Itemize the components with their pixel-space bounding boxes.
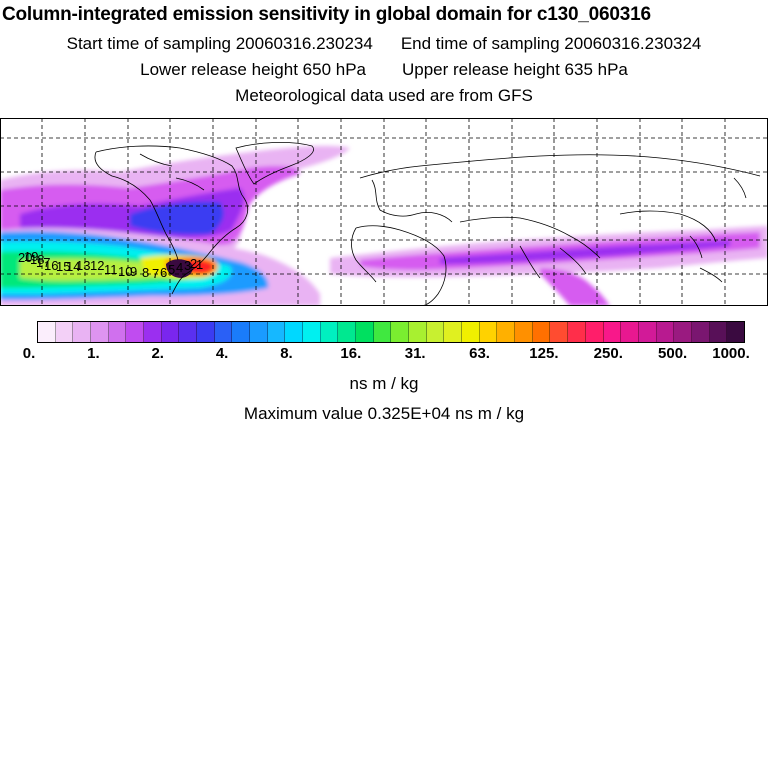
colorbar-tick-label: 250.: [593, 345, 623, 362]
trajectory-label: 7: [152, 266, 159, 281]
colorbar-cell: [656, 322, 675, 342]
upper-release-text: Upper release height 635 hPa: [402, 60, 628, 79]
release-heights: Lower release height 650 hPa Upper releas…: [0, 60, 768, 80]
colorbar-cell: [621, 322, 639, 342]
colorbar-cell: [568, 322, 586, 342]
colorbar-cell: [373, 322, 392, 342]
colorbar-cell: [391, 322, 410, 342]
trajectory-label: 20: [18, 250, 32, 265]
colorbar-tick-label: 31.: [404, 345, 426, 362]
colorbar-cell: [126, 322, 145, 342]
colorbar-tick-label: 1.: [87, 345, 100, 362]
max-sensitivity-core: [166, 259, 193, 278]
trajectory-label: 1: [196, 257, 203, 272]
colorbar-cell: [585, 322, 604, 342]
colorbar-cell: [709, 322, 728, 342]
lower-release-text: Lower release height 650 hPa: [140, 60, 366, 79]
colorbar-cell: [91, 322, 109, 342]
colorbar-unit-label: ns m / kg: [349, 374, 419, 393]
colorbar-tick-label: 0.: [22, 345, 36, 362]
end-sampling-text: End time of sampling 20060316.230324: [400, 34, 702, 53]
coastlines: [94, 141, 761, 306]
figure-title: Column-integrated emission sensitivity i…: [2, 4, 651, 25]
trajectory-label: 9: [130, 264, 137, 279]
graticule: [0, 118, 768, 306]
trajectory-label: 19: [24, 249, 38, 264]
trajectory-label: 10: [118, 264, 132, 279]
sensitivity-map: 20 19 18 17 16 15 14 13 12 11 10 9 8 7 6 5 4 3 2 1: [0, 118, 768, 306]
start-sampling-text: Start time of sampling 20060316.230234: [66, 34, 373, 53]
colorbar-cell: [197, 322, 215, 342]
colorbar-cell: [214, 322, 233, 342]
colorbar-cell: [356, 322, 374, 342]
colorbar-tick-label: 2.: [151, 345, 164, 362]
colorbar-cell: [144, 322, 162, 342]
trajectory-label: 6: [160, 265, 167, 280]
colorbar-cell: [550, 322, 569, 342]
maximum-value-text: Maximum value 0.325E+04 ns m / kg: [243, 404, 525, 423]
trajectory-label: 8: [142, 265, 149, 280]
colorbar-tick-label: 500.: [658, 345, 688, 362]
colorbar-cell: [303, 322, 321, 342]
colorbar-tick-label: 8.: [280, 345, 293, 362]
colorbar-cell: [426, 322, 445, 342]
trajectory-label: 13: [76, 258, 90, 273]
trajectory-label: 5: [168, 262, 175, 277]
colorbar-cell: [108, 322, 127, 342]
colorbar-tick-label: 16.: [340, 345, 362, 362]
colorbar-cell: [638, 322, 657, 342]
trajectory-label: 2: [190, 256, 197, 271]
colorbar-cell: [250, 322, 268, 342]
colorbar-cell: [444, 322, 463, 342]
trajectory-label: 11: [104, 262, 118, 277]
colorbar-tick-label: 4.: [215, 345, 229, 362]
colorbar-cell: [479, 322, 498, 342]
colorbar-cell: [55, 322, 74, 342]
colorbar-cell: [727, 322, 744, 342]
colorbar-cell: [674, 322, 692, 342]
met-data-text: Meteorological data used are from GFS: [235, 86, 533, 105]
trajectory-label: 16: [44, 258, 58, 273]
trajectory-label: 12: [90, 258, 104, 273]
colorbar: [37, 321, 745, 343]
colorbar-cell: [267, 322, 286, 342]
colorbar-cell: [285, 322, 304, 342]
colorbar-cell: [338, 322, 357, 342]
colorbar-cell: [532, 322, 551, 342]
colorbar-tick-label: 125.: [529, 345, 559, 362]
colorbar-cell: [462, 322, 480, 342]
trajectory-label: 4: [176, 260, 183, 275]
colorbar-cell: [691, 322, 710, 342]
colorbar-cell: [73, 322, 92, 342]
colorbar-tick-label: 1000.: [712, 345, 750, 362]
colorbar-cell: [161, 322, 180, 342]
colorbar-tick-label: 63.: [469, 345, 490, 362]
trajectory-label: 15: [56, 259, 70, 274]
trajectory-label: 3: [184, 258, 191, 273]
trajectory-label: 17: [36, 255, 50, 270]
colorbar-cell: [603, 322, 622, 342]
colorbar-cell: [232, 322, 251, 342]
trajectory-label: 18: [30, 252, 44, 267]
colorbar-cell: [320, 322, 339, 342]
colorbar-cell: [38, 322, 56, 342]
colorbar-cell: [179, 322, 198, 342]
colorbar-cell: [515, 322, 533, 342]
sampling-times: Start time of sampling 20060316.230234 En…: [0, 34, 768, 54]
trajectory-label: 14: [66, 259, 80, 274]
colorbar-tick-labels: 0. 1. 2. 4. 8. 16. 31. 63. 125. 250. 500. 1000.: [0, 345, 768, 365]
colorbar-cell: [409, 322, 427, 342]
colorbar-cell: [497, 322, 516, 342]
